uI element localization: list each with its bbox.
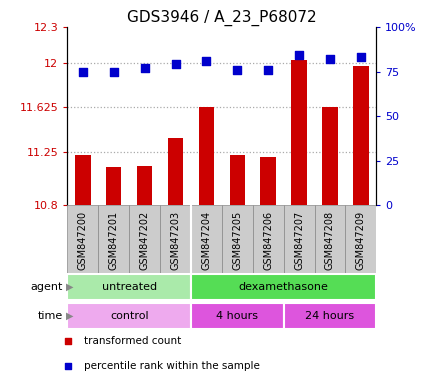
Text: time: time — [38, 311, 63, 321]
Bar — [106, 167, 121, 205]
Point — [264, 67, 271, 73]
Title: GDS3946 / A_23_P68072: GDS3946 / A_23_P68072 — [127, 9, 316, 25]
Point — [202, 58, 210, 64]
Point — [357, 54, 364, 60]
Text: agent: agent — [31, 282, 63, 292]
Text: GSM847204: GSM847204 — [201, 211, 211, 270]
Bar — [168, 137, 183, 205]
Bar — [229, 156, 244, 205]
Text: untreated: untreated — [102, 282, 156, 292]
Text: ▶: ▶ — [66, 282, 73, 292]
Bar — [198, 107, 214, 205]
Text: control: control — [110, 311, 148, 321]
Bar — [221, 205, 252, 273]
Bar — [345, 205, 375, 273]
Bar — [283, 205, 314, 273]
Text: GSM847207: GSM847207 — [293, 211, 303, 270]
Bar — [67, 274, 191, 300]
Bar — [252, 205, 283, 273]
Bar — [67, 303, 191, 329]
Bar — [98, 205, 129, 273]
Point — [233, 67, 240, 73]
Point — [65, 363, 72, 369]
Point — [110, 68, 117, 74]
Bar — [291, 60, 306, 205]
Text: 24 hours: 24 hours — [305, 311, 354, 321]
Bar — [322, 107, 337, 205]
Text: GSM847203: GSM847203 — [170, 211, 180, 270]
Bar — [129, 205, 160, 273]
Bar — [191, 274, 375, 300]
Point — [79, 68, 86, 74]
Bar — [160, 205, 191, 273]
Bar — [137, 166, 152, 205]
Text: ▶: ▶ — [66, 311, 73, 321]
Text: percentile rank within the sample: percentile rank within the sample — [84, 361, 260, 371]
Bar — [191, 303, 283, 329]
Text: transformed count: transformed count — [84, 336, 181, 346]
Text: GSM847209: GSM847209 — [355, 211, 365, 270]
Text: GSM847205: GSM847205 — [232, 211, 242, 270]
Point — [65, 338, 72, 344]
Bar — [67, 205, 98, 273]
Point — [141, 65, 148, 71]
Bar — [260, 157, 275, 205]
Bar — [283, 303, 375, 329]
Bar — [191, 205, 221, 273]
Point — [326, 56, 332, 62]
Text: GSM847200: GSM847200 — [78, 211, 88, 270]
Text: GSM847206: GSM847206 — [263, 211, 273, 270]
Bar — [75, 156, 90, 205]
Text: GSM847202: GSM847202 — [139, 211, 149, 270]
Point — [172, 61, 179, 68]
Point — [295, 52, 302, 58]
Text: dexamethasone: dexamethasone — [238, 282, 328, 292]
Text: GSM847201: GSM847201 — [108, 211, 118, 270]
Text: GSM847208: GSM847208 — [324, 211, 334, 270]
Text: 4 hours: 4 hours — [216, 311, 258, 321]
Bar — [314, 205, 345, 273]
Bar — [352, 66, 368, 205]
